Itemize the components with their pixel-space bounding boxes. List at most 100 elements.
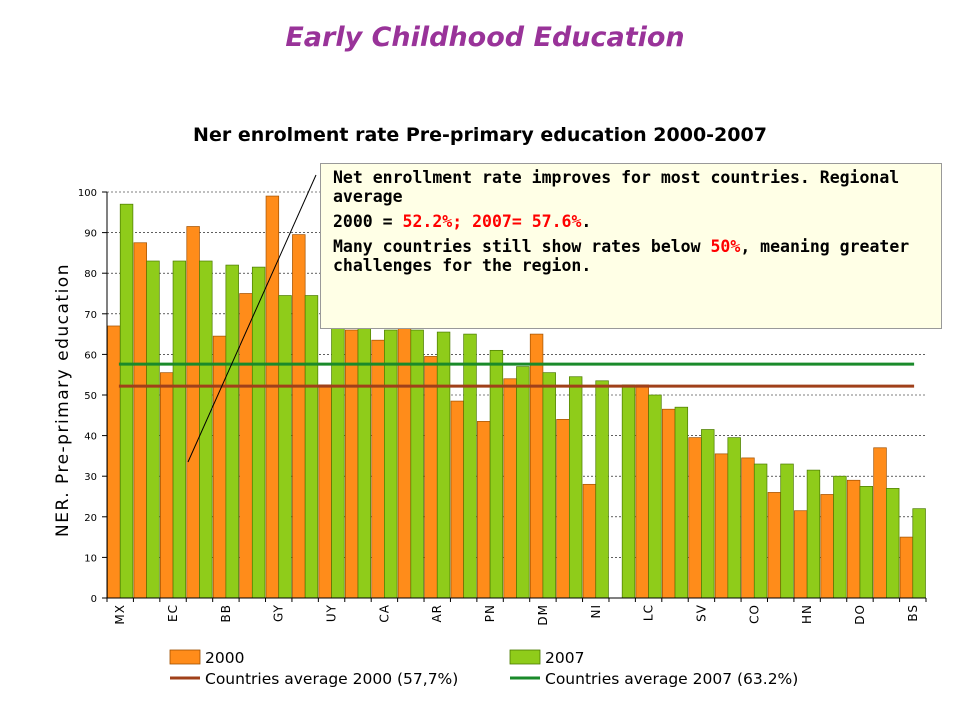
- callout-line2-mid: ; 2007=: [452, 212, 532, 231]
- bar-2007-19: [621, 384, 636, 599]
- x-tick-label-DM: DM: [536, 604, 550, 626]
- bar-2007-4: [225, 264, 239, 599]
- chart-title: Ner enrolment rate Pre-primary education…: [193, 124, 767, 146]
- y-tick-label-20: 20: [84, 513, 97, 524]
- bar-2000-14: [477, 421, 491, 599]
- callout-line2: 2000 = 52.2%; 2007= 57.6%.: [333, 212, 931, 231]
- bar-2007-8: [331, 325, 345, 599]
- bar-2007-7: [304, 295, 319, 599]
- bar-2007-30: [912, 508, 926, 599]
- slide-title: Early Childhood Education: [285, 22, 685, 53]
- callout-avg2007: 57.6%: [531, 212, 582, 231]
- legend-swatch-2007: [509, 649, 541, 665]
- y-tick-label-80: 80: [84, 269, 97, 280]
- y-tick-label-100: 100: [78, 188, 97, 199]
- bar-2007-28: [859, 486, 873, 599]
- callout-line3: Many countries still show rates below 50…: [333, 237, 931, 275]
- bar-2000-22: [688, 437, 702, 599]
- x-tick-label-UY: UY: [325, 604, 339, 622]
- average-lines: [118, 362, 915, 388]
- bar-2007-3: [199, 260, 213, 599]
- y-tick-label-60: 60: [84, 350, 97, 361]
- bar-2007-27: [833, 475, 847, 599]
- bar-2000-27: [820, 494, 834, 599]
- callout-box: Net enrollment rate improves for most co…: [320, 163, 942, 329]
- bar-2007-5: [251, 266, 266, 599]
- bar-2007-12: [436, 331, 451, 599]
- bar-2000-26: [794, 510, 808, 599]
- bar-2000-24: [741, 457, 755, 599]
- bar-2007-16: [542, 372, 556, 599]
- bar-2000-29: [873, 447, 887, 599]
- y-tick-label-40: 40: [84, 432, 97, 443]
- bar-2007-1: [146, 260, 160, 599]
- x-tick-label-PN: PN: [483, 604, 497, 622]
- callout-line3-pre: Many countries still show rates below: [333, 237, 711, 256]
- bar-2000-8: [318, 384, 332, 599]
- bar-2000-5: [239, 293, 253, 599]
- x-tick-label-DO: DO: [853, 604, 867, 625]
- bar-2000-16: [529, 333, 544, 599]
- x-tick-label-MX: MX: [113, 604, 127, 625]
- legend: 2000 2007 Countries average 2000 (57,7%)…: [169, 649, 798, 688]
- bar-2007-20: [648, 394, 662, 599]
- bar-2007-9: [357, 325, 372, 599]
- callout-line1: Net enrollment rate improves for most co…: [333, 168, 900, 206]
- bar-2000-25: [767, 492, 782, 599]
- bar-2007-29: [886, 488, 900, 599]
- bar-2000-3: [186, 226, 200, 599]
- callout-line2-end: .: [581, 212, 592, 231]
- bar-2000-18: [582, 483, 597, 599]
- bar-2007-21: [674, 406, 689, 599]
- x-tick-label-LC: LC: [642, 604, 656, 621]
- bar-2007-2: [172, 260, 187, 599]
- y-tick-label-70: 70: [84, 310, 97, 321]
- legend-swatch-2000: [169, 649, 201, 665]
- x-tick-label-CA: CA: [377, 604, 391, 623]
- bar-2000-6: [265, 195, 280, 599]
- bar-2000-17: [556, 419, 570, 599]
- bar-2000-9: [344, 329, 359, 599]
- legend-label-avg2000: Countries average 2000 (57,7%): [205, 670, 458, 688]
- y-tick-label-0: 0: [91, 594, 97, 605]
- bar-2007-24: [753, 463, 768, 599]
- bars: [107, 195, 926, 599]
- bar-2007-18: [595, 380, 609, 599]
- bar-2000-1: [133, 242, 147, 599]
- callout-pointer: [187, 174, 317, 463]
- bar-2007-25: [780, 463, 794, 599]
- bar-2007-26: [806, 469, 821, 599]
- bar-2000-10: [371, 339, 385, 599]
- bar-2007-17: [568, 376, 583, 599]
- x-tick-label-EC: EC: [166, 604, 180, 622]
- bar-2000-28: [846, 479, 861, 599]
- x-tick-label-SV: SV: [694, 604, 708, 622]
- callout-avg2000: 52.2%: [402, 212, 453, 231]
- y-tick-label-50: 50: [84, 391, 97, 402]
- bar-2007-22: [701, 429, 715, 599]
- y-tick-label-90: 90: [84, 229, 97, 240]
- x-tick-label-AR: AR: [430, 604, 444, 623]
- callout-line3-post: , meaning greater challenges for the reg…: [333, 237, 910, 275]
- bar-2007-15: [516, 366, 530, 599]
- bar-2000-15: [503, 378, 517, 599]
- callout-threshold: 50%: [710, 237, 741, 256]
- callout-line2-pre: 2000 =: [333, 212, 403, 231]
- bar-2000-13: [450, 400, 465, 599]
- x-tick-label-CO: CO: [747, 604, 761, 624]
- bar-2000-0: [107, 325, 121, 599]
- bar-2000-4: [212, 335, 227, 599]
- y-axis-label: NER. Pre-primary education: [53, 263, 73, 537]
- legend-label-2000: 2000: [205, 649, 244, 667]
- bar-2000-20: [635, 384, 649, 599]
- bar-2007-0: [119, 203, 134, 599]
- bar-2000-2: [160, 372, 174, 599]
- bar-2000-12: [424, 356, 438, 599]
- tick-labels: 0 10 20 30 40 50 60 70 80 90 100 MX EC BB GY UY CA AR PN DM…: [78, 188, 920, 626]
- bar-2007-23: [727, 437, 741, 599]
- bar-2007-10: [384, 329, 398, 599]
- x-tick-label-BS: BS: [906, 604, 920, 622]
- bar-2007-6: [278, 295, 292, 599]
- bar-2000-23: [714, 453, 729, 599]
